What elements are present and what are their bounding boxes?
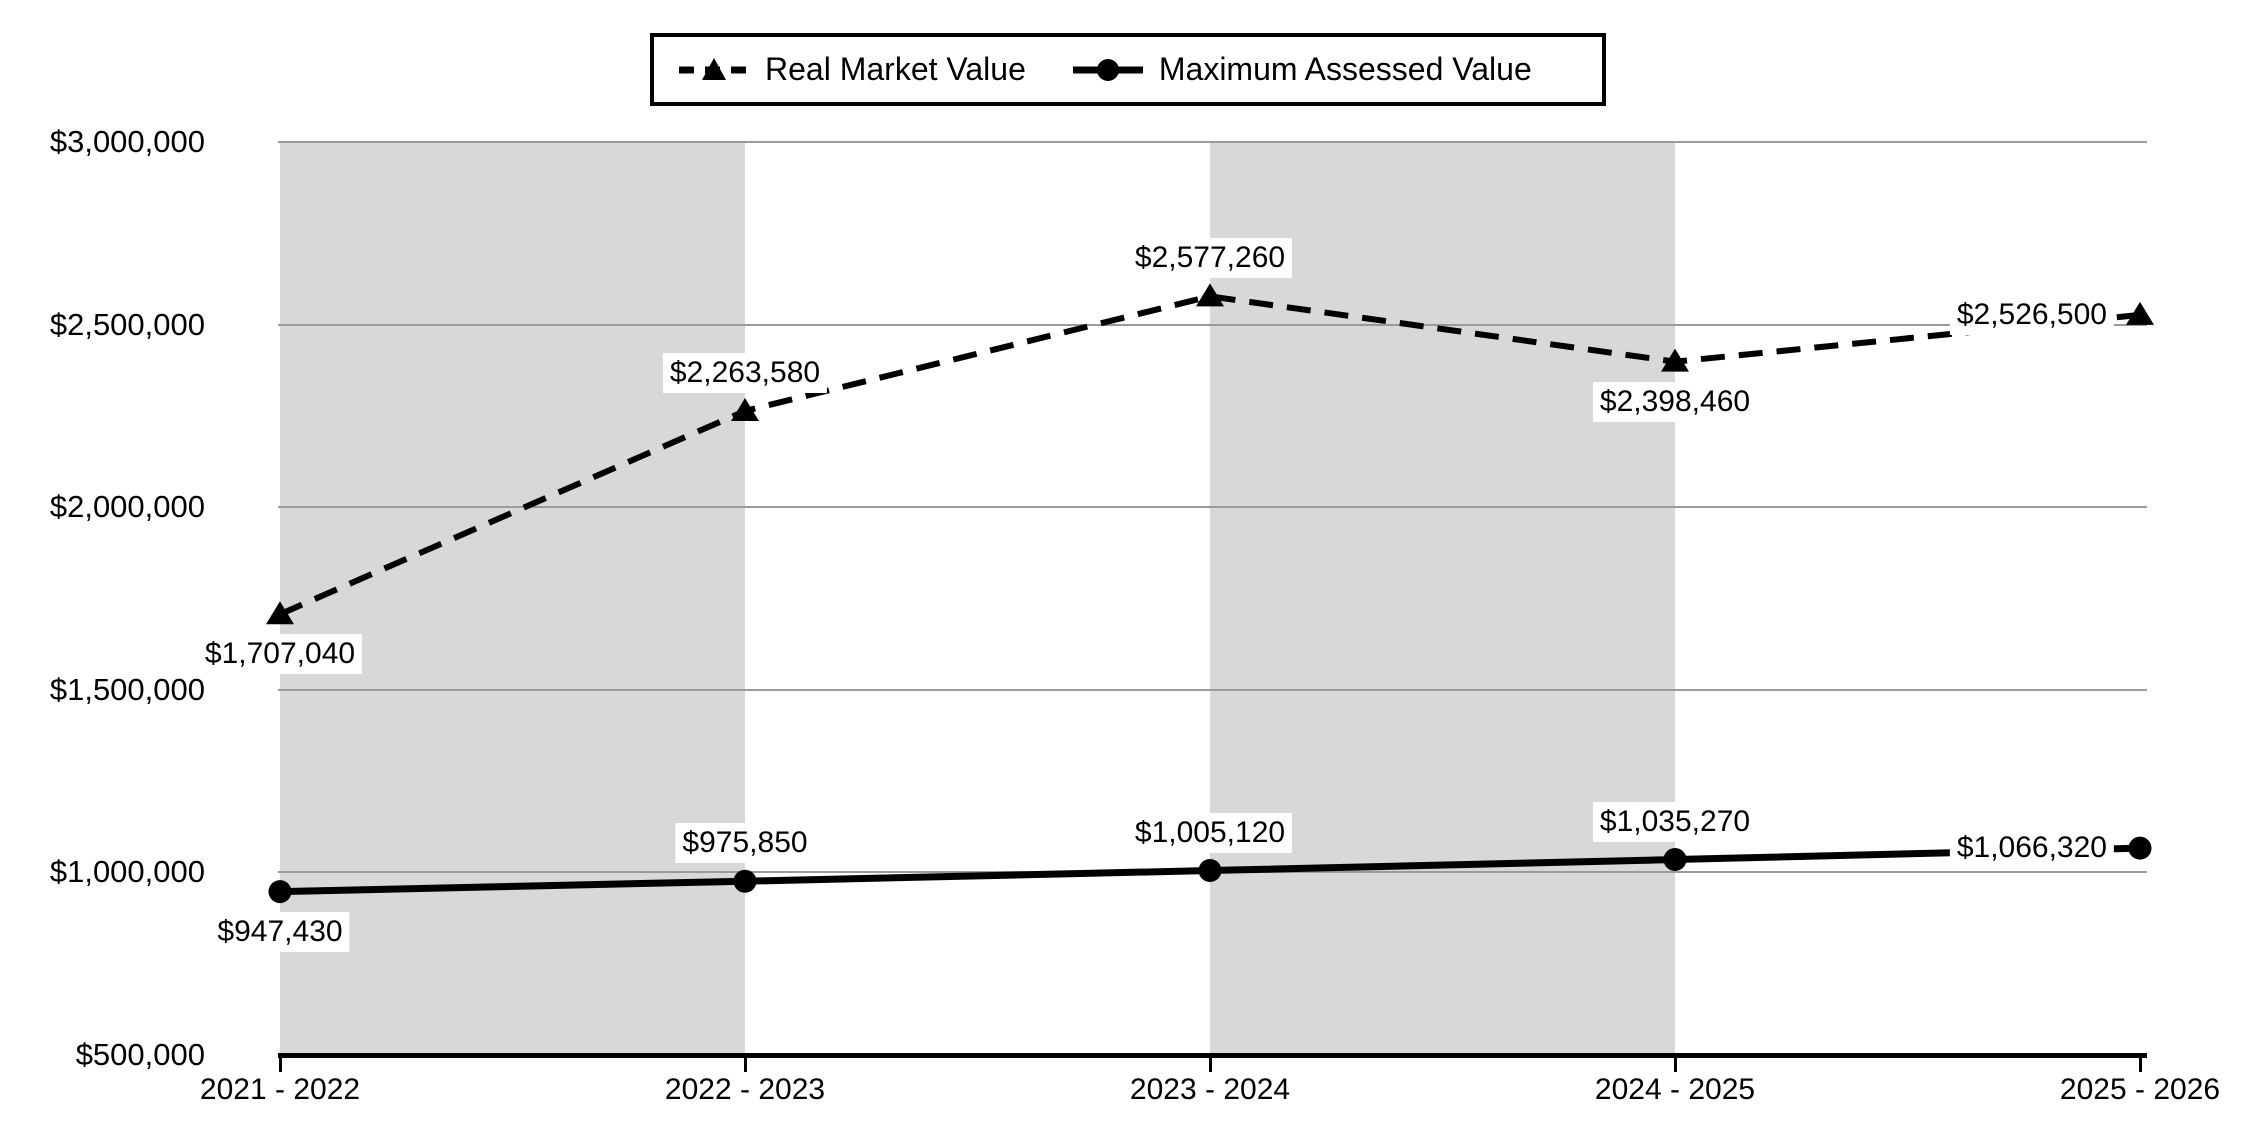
triangle-data-point-marker [731,397,759,421]
x-axis-line [278,1053,2147,1058]
legend-label: Real Market Value [765,51,1026,87]
solid-circle-legend-key-icon [1072,58,1143,81]
data-point-label: $2,577,260 [1127,238,1293,279]
y-axis-tick-label: $2,500,000 [49,306,205,342]
x-axis-tick-label: 2025 - 2026 [2059,1073,2221,1106]
triangle-data-point-marker [266,601,294,625]
triangle-data-point-marker [1196,283,1224,307]
y-axis-tick-label: $2,000,000 [49,489,205,525]
circle-data-point-marker [268,880,292,904]
gridline [278,141,2147,143]
x-axis-tick-mark [1209,1058,1212,1072]
x-axis-tick-mark [2139,1058,2142,1072]
y-axis-tick-label: $1,000,000 [49,854,205,890]
data-point-label: $1,066,320 [1949,828,2114,869]
triangle-data-point-marker [1661,348,1689,372]
data-point-label: $2,526,500 [1949,294,2114,335]
circle-data-point-marker [2128,836,2152,860]
legend-item-real-market-value: Real Market Value [678,51,1026,88]
data-point-label: $975,850 [675,823,815,864]
plot-shaded-band [280,142,745,1055]
legend-label: Maximum Assessed Value [1158,51,1532,87]
gridline [278,688,2147,691]
data-point-label: $947,430 [210,911,350,952]
data-point-label: $2,263,580 [662,352,828,393]
circle-data-point-marker [1198,859,1222,883]
gridline [278,506,2147,509]
data-point-label: $1,035,270 [1592,801,1758,842]
chart-legend: Real Market Value Maximum Assessed Value [650,33,1606,106]
plot-shaded-band [1210,142,1675,1055]
data-point-label: $1,707,040 [197,634,363,675]
x-axis-tick-label: 2024 - 2025 [1594,1073,1756,1106]
data-point-label: $2,398,460 [1592,381,1758,422]
x-axis-tick-mark [279,1058,282,1072]
circle-data-point-marker [1663,848,1687,872]
data-point-label: $1,005,120 [1127,812,1293,853]
y-axis-tick-label: $1,500,000 [49,671,205,707]
x-axis-tick-label: 2022 - 2023 [664,1073,826,1106]
triangle-data-point-marker [2126,301,2154,325]
circle-data-point-marker [733,869,757,893]
dashed-triangle-legend-key-icon [679,57,749,80]
gridline [278,323,2147,326]
y-axis-tick-label: $500,000 [75,1037,205,1072]
x-axis-tick-label: 2021 - 2022 [199,1073,361,1106]
x-axis-tick-mark [744,1058,747,1072]
series-line-real-market-value [278,293,2141,617]
x-axis-tick-label: 2023 - 2024 [1129,1073,1291,1106]
legend-item-maximum-assessed-value: Maximum Assessed Value [1072,51,1532,88]
x-axis-tick-mark [1674,1058,1677,1072]
y-axis-tick-label: $3,000,000 [49,124,205,159]
